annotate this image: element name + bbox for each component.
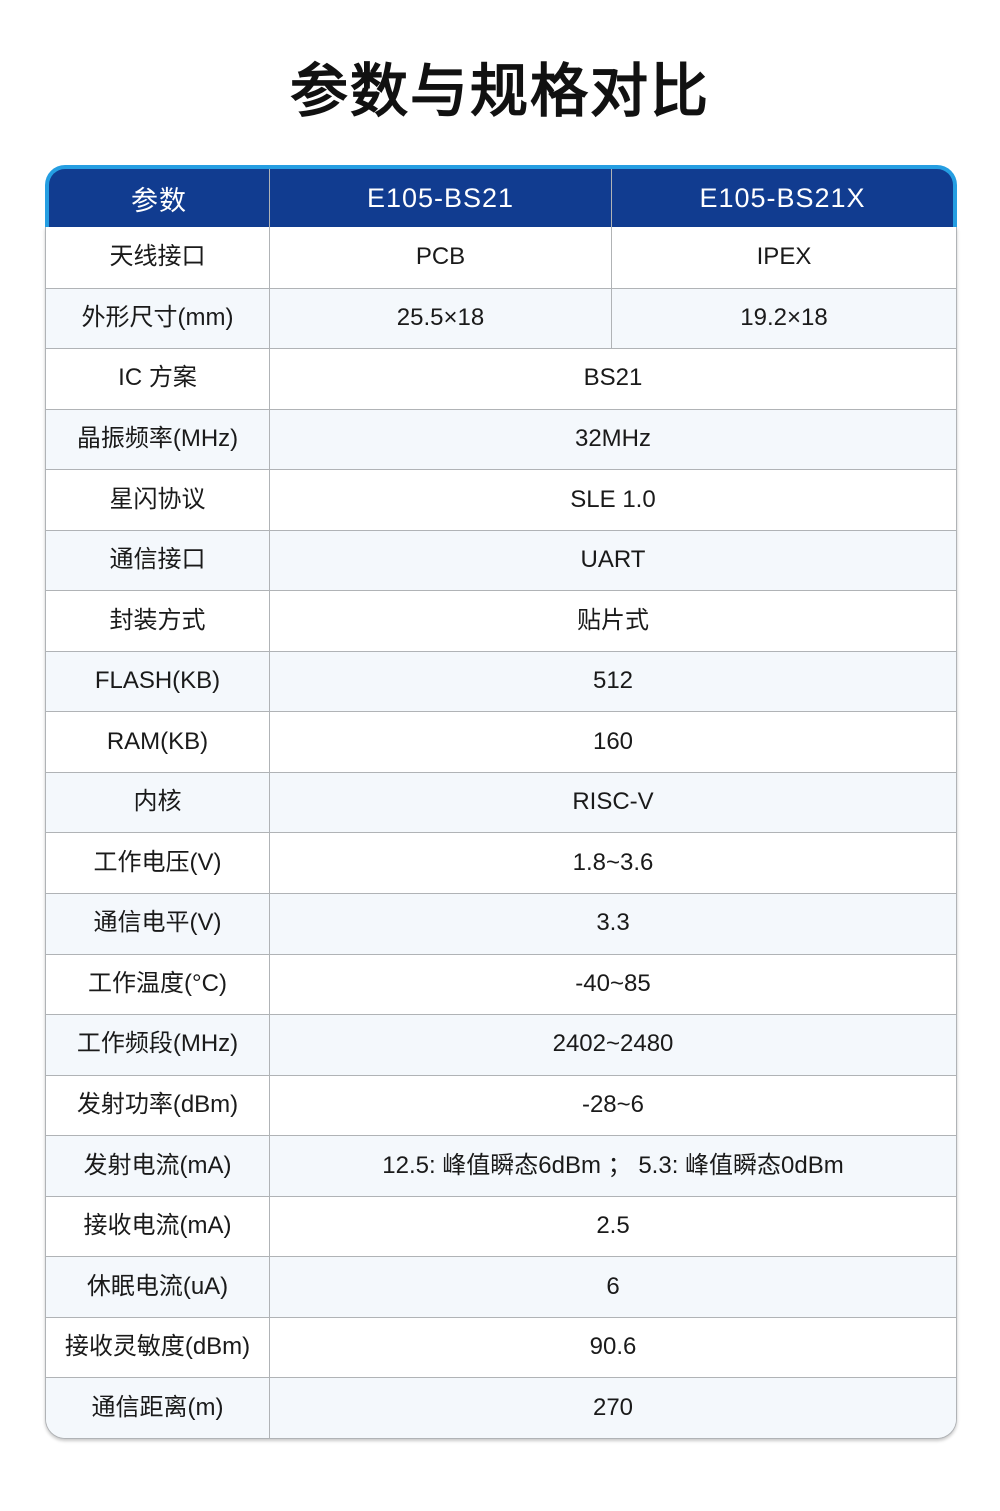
param-label-cell: 接收电流(mA) — [46, 1196, 270, 1257]
param-label-cell: 发射功率(dBm) — [46, 1075, 270, 1136]
value-cell-shared: -40~85 — [575, 969, 651, 997]
param-label-cell: 星闪协议 — [46, 470, 270, 530]
table-header-row: 参数 E105-BS21 E105-BS21X — [45, 165, 957, 227]
table-row: RAM(KB) 160 — [46, 711, 956, 772]
table-row: 工作电压(V) 1.8~3.6 — [46, 832, 956, 894]
table-row: 发射功率(dBm) -28~6 — [46, 1074, 956, 1136]
value-cell-shared: 90.6 — [589, 1333, 637, 1361]
param-label-cell: 发射电流(mA) — [46, 1136, 270, 1196]
table-row: 通信距离(m) 270 — [46, 1377, 956, 1438]
column-header-e105-bs21x: E105-BS21X — [699, 182, 866, 213]
param-label-cell: 晶振频率(MHz) — [46, 409, 270, 470]
param-label-cell: 内核 — [46, 772, 270, 833]
table-row: 天线接口 PCB IPEX — [46, 227, 956, 288]
param-label-cell: 休眠电流(uA) — [46, 1257, 270, 1317]
table-row: 接收电流(mA) 2.5 — [46, 1195, 956, 1257]
param-label-cell: 通信电平(V) — [46, 894, 270, 954]
value-cell-shared: 270 — [592, 1393, 634, 1421]
column-header-e105-bs21: E105-BS21 — [270, 169, 612, 227]
param-label-cell: IC 方案 — [46, 349, 270, 409]
table-row: 晶振频率(MHz) 32MHz — [46, 408, 956, 470]
param-label-cell: 外形尺寸(mm) — [46, 288, 270, 349]
value-cell-shared: UART — [580, 546, 646, 574]
value-cell-shared: 贴片式 — [577, 606, 649, 634]
table-row: FLASH(KB) 512 — [46, 650, 956, 712]
value-cell-shared: 512 — [592, 667, 634, 695]
table-row: 发射电流(mA) 12.5: 峰值瞬态6dBm ； 5.3: 峰值瞬态0dBm — [46, 1135, 956, 1196]
value-cell-shared: 160 — [592, 727, 634, 755]
value-cell-shared: 12.5: 峰值瞬态6dBm ； 5.3: 峰值瞬态0dBm — [382, 1151, 844, 1179]
param-label-cell: 封装方式 — [46, 591, 270, 651]
param-label-cell: RAM(KB) — [46, 712, 270, 772]
value-cell-e105-bs21x: IPEX — [756, 242, 812, 270]
spec-comparison-table: 参数 E105-BS21 E105-BS21X 天线接口 PCB IPEX 外形… — [45, 165, 957, 1439]
value-cell-e105-bs21x: 19.2×18 — [740, 303, 828, 331]
param-label-cell: 接收灵敏度(dBm) — [46, 1317, 270, 1378]
table-row: 内核 RISC-V — [46, 771, 956, 833]
param-label-cell: 通信接口 — [46, 530, 270, 591]
value-cell-shared: 2402~2480 — [552, 1030, 674, 1058]
table-row: 工作频段(MHz) 2402~2480 — [46, 1014, 956, 1075]
param-label-cell: 工作电压(V) — [46, 833, 270, 894]
value-cell-shared: 6 — [606, 1272, 620, 1300]
table-body: 天线接口 PCB IPEX 外形尺寸(mm) 25.5×18 19.2×18 I… — [45, 227, 957, 1439]
value-cell-shared: -28~6 — [581, 1091, 645, 1119]
page-title: 参数与规格对比 — [289, 59, 710, 124]
param-label-cell: 工作温度(°C) — [46, 954, 270, 1015]
value-cell-shared: SLE 1.0 — [570, 485, 656, 513]
param-label-cell: FLASH(KB) — [46, 651, 270, 712]
table-row: 通信接口 UART — [46, 529, 956, 591]
value-cell-shared: 3.3 — [596, 909, 630, 937]
column-header-param: 参数 — [49, 169, 270, 227]
table-row: 封装方式 贴片式 — [46, 590, 956, 651]
table-row: 星闪协议 SLE 1.0 — [46, 469, 956, 530]
table-row: 工作温度(°C) -40~85 — [46, 953, 956, 1015]
value-cell-e105-bs21: PCB — [270, 227, 612, 288]
value-cell-shared: RISC-V — [572, 788, 654, 816]
table-row: 外形尺寸(mm) 25.5×18 19.2×18 — [46, 287, 956, 349]
value-cell-shared: 32MHz — [574, 425, 652, 453]
table-row: 通信电平(V) 3.3 — [46, 893, 956, 954]
table-row: 接收灵敏度(dBm) 90.6 — [46, 1316, 956, 1378]
param-label-cell: 工作频段(MHz) — [46, 1015, 270, 1075]
param-label-cell: 通信距离(m) — [46, 1378, 270, 1438]
value-cell-shared: 2.5 — [596, 1212, 630, 1240]
table-row: IC 方案 BS21 — [46, 348, 956, 409]
value-cell-e105-bs21: 25.5×18 — [270, 288, 612, 349]
value-cell-shared: BS21 — [583, 364, 643, 392]
param-label-cell: 天线接口 — [46, 227, 270, 288]
table-row: 休眠电流(uA) 6 — [46, 1256, 956, 1317]
value-cell-shared: 1.8~3.6 — [572, 848, 654, 876]
